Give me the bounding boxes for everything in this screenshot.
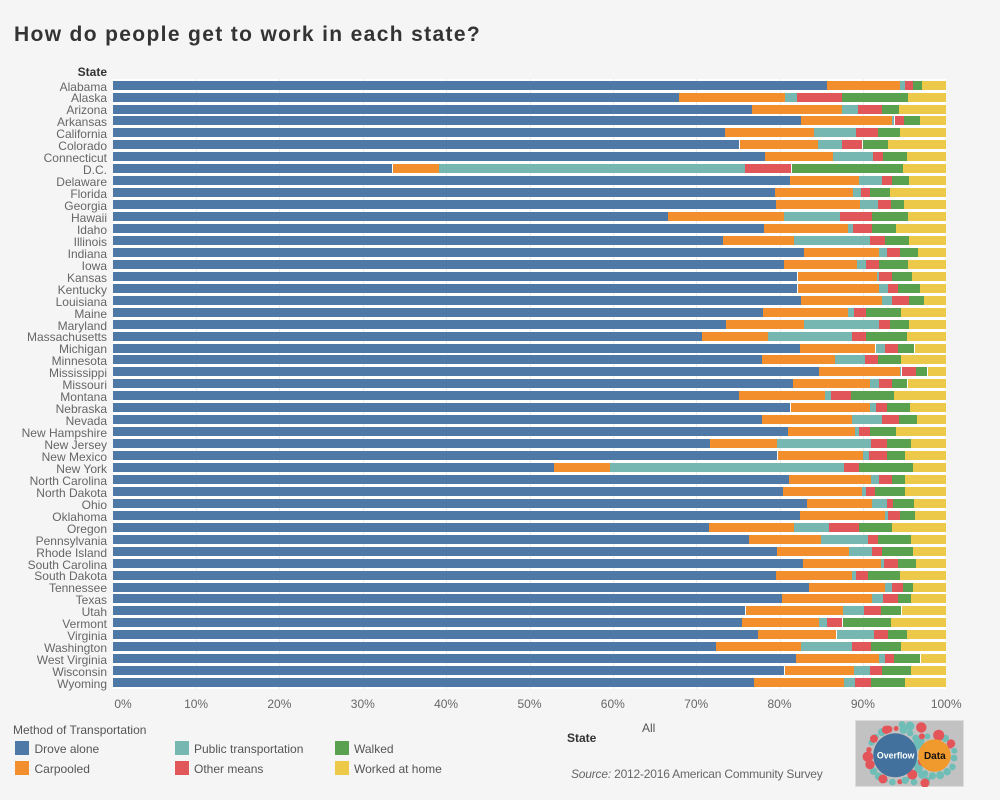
svg-text:Data: Data bbox=[923, 751, 945, 762]
svg-text:Overflow: Overflow bbox=[876, 751, 914, 761]
